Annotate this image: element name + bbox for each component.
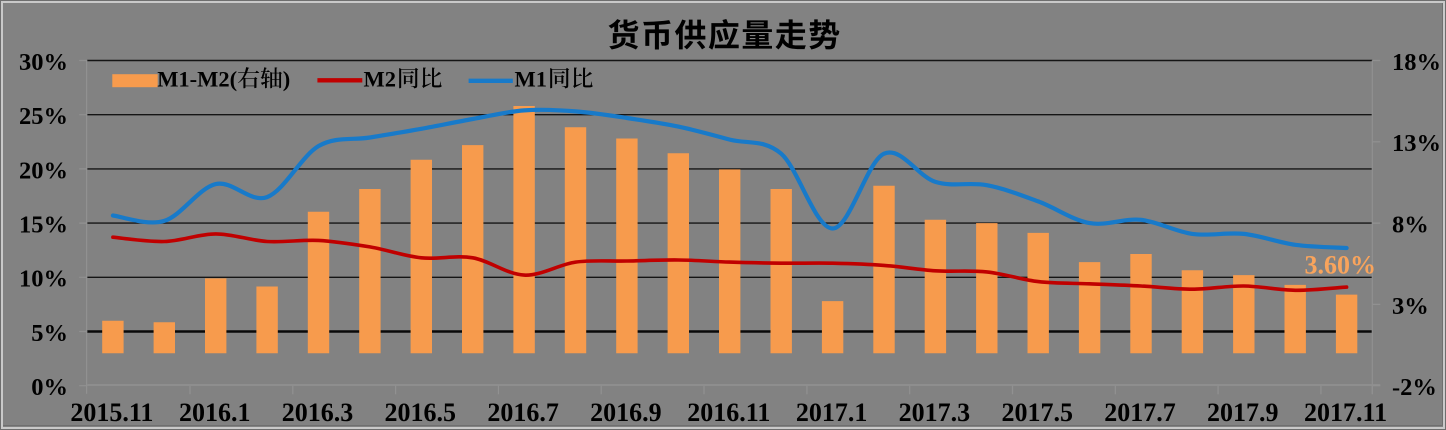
- svg-text:20%: 20%: [19, 157, 68, 184]
- svg-text:2016.1: 2016.1: [179, 398, 251, 427]
- svg-text:13%: 13%: [1392, 130, 1441, 157]
- svg-text:): ): [283, 66, 291, 91]
- svg-text:2015.11: 2015.11: [70, 398, 153, 427]
- svg-text:2017.1: 2017.1: [796, 398, 868, 427]
- svg-text:2017.9: 2017.9: [1207, 398, 1279, 427]
- svg-text:2017.7: 2017.7: [1104, 398, 1176, 427]
- svg-text:M1-M2(: M1-M2(: [157, 66, 237, 91]
- svg-text:15%: 15%: [19, 212, 68, 239]
- svg-text:2017.11: 2017.11: [1304, 398, 1387, 427]
- svg-text:2017.5: 2017.5: [1001, 398, 1073, 427]
- svg-text:M1: M1: [515, 66, 548, 91]
- svg-text:2016.11: 2016.11: [687, 398, 770, 427]
- svg-text:-2%: -2%: [1392, 374, 1437, 401]
- svg-text:2016.7: 2016.7: [487, 398, 559, 427]
- svg-text:30%: 30%: [19, 49, 68, 76]
- svg-text:2016.9: 2016.9: [590, 398, 662, 427]
- svg-text:3.60%: 3.60%: [1305, 250, 1377, 279]
- svg-text:8%: 8%: [1392, 212, 1429, 239]
- svg-text:5%: 5%: [31, 320, 68, 347]
- svg-text:2017.3: 2017.3: [899, 398, 971, 427]
- svg-text:2016.3: 2016.3: [282, 398, 354, 427]
- svg-text:0%: 0%: [31, 374, 68, 401]
- svg-text:18%: 18%: [1392, 49, 1441, 76]
- svg-text:10%: 10%: [19, 266, 68, 293]
- svg-text:3%: 3%: [1392, 293, 1429, 320]
- svg-text:2016.5: 2016.5: [385, 398, 457, 427]
- svg-text:25%: 25%: [19, 103, 68, 130]
- svg-text:M2: M2: [364, 66, 397, 91]
